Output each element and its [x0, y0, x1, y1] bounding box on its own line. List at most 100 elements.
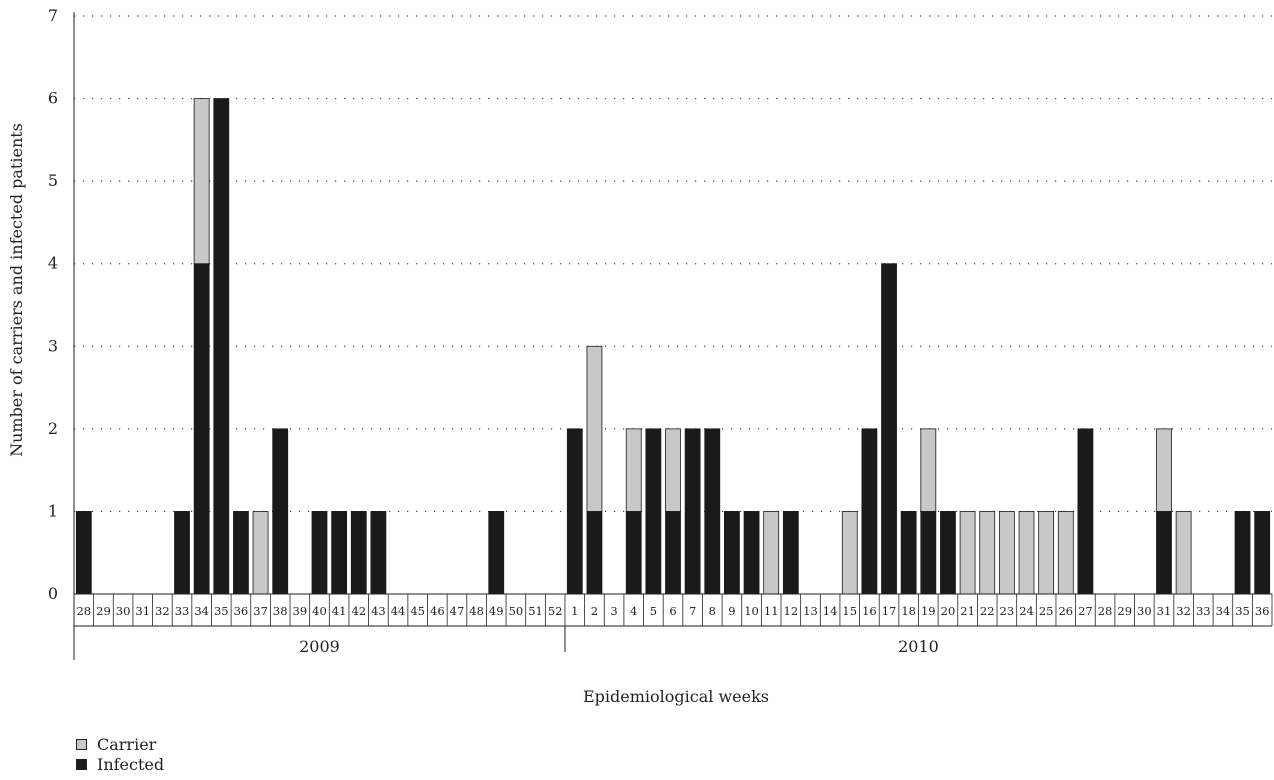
week-label: 52 [548, 604, 563, 618]
week-label: 33 [1196, 604, 1211, 618]
bar-carrier-36 [763, 511, 780, 595]
y-tick-label: 5 [48, 171, 58, 190]
legend-item-infected: Infected [76, 754, 164, 774]
y-axis-ticks: 0 1 2 3 4 5 6 7 [48, 6, 58, 603]
legend-label-carrier: Carrier [97, 734, 157, 754]
week-label: 1 [571, 604, 578, 618]
y-tick-label: 7 [48, 6, 58, 25]
bar-infected-15 [350, 511, 367, 595]
bar-infected-11 [272, 428, 289, 595]
bar-infected-13 [311, 511, 328, 595]
week-label: 30 [116, 604, 131, 618]
bar-carrier-40 [841, 511, 858, 595]
week-label: 30 [1137, 604, 1152, 618]
bar-infected-8 [213, 98, 230, 595]
week-label: 32 [1176, 604, 1191, 618]
bar-carrier-57 [1175, 511, 1192, 595]
legend-item-carrier: Carrier [76, 734, 164, 754]
week-label: 9 [728, 604, 735, 618]
week-label: 43 [371, 604, 386, 618]
week-label: 26 [1058, 604, 1073, 618]
y-axis-label: Number of carriers and infected patients [7, 123, 26, 457]
week-label: 5 [650, 604, 657, 618]
week-label: 18 [901, 604, 916, 618]
week-label: 10 [744, 604, 759, 618]
week-label: 22 [980, 604, 995, 618]
week-label: 29 [96, 604, 111, 618]
week-label: 51 [528, 604, 543, 618]
year-label-2010: 2010 [898, 637, 939, 656]
bar-infected-7 [193, 263, 210, 595]
bar-carrier-47 [979, 511, 996, 595]
bar-carrier-10 [252, 511, 269, 595]
bar-infected-45 [940, 511, 956, 595]
bar-infected-16 [370, 511, 387, 595]
week-label: 29 [1117, 604, 1132, 618]
bar-infected-9 [233, 511, 249, 595]
axes [73, 12, 1272, 660]
week-label: 8 [709, 604, 716, 618]
bar-carrier-7 [193, 98, 210, 265]
x-axis-week-labels: 28 29 30 31 32 33 34 35 36 37 38 39 40 41 42 43 44 45 46 47… [73, 594, 1273, 626]
y-tick-label: 4 [48, 254, 58, 273]
week-label: 4 [630, 604, 637, 618]
y-tick-label: 6 [48, 89, 58, 108]
week-label: 34 [1216, 604, 1231, 618]
bar-infected-52 [1077, 428, 1094, 595]
x-axis-label: Epidemiological weeks [583, 687, 769, 706]
bar-carrier-49 [1018, 511, 1035, 595]
week-label: 37 [253, 604, 268, 618]
week-label: 44 [391, 604, 406, 618]
week-label: 12 [784, 604, 799, 618]
week-label: 20 [941, 604, 956, 618]
bar-infected-56 [1156, 511, 1172, 595]
bar-infected-6 [174, 511, 190, 595]
bar-carrier-51 [1057, 511, 1074, 595]
week-label: 24 [1019, 604, 1034, 618]
week-label: 16 [862, 604, 877, 618]
bar-infected-22 [488, 511, 505, 595]
bar-carrier-56 [1156, 428, 1172, 512]
week-label: 42 [351, 604, 366, 618]
week-label: 46 [430, 604, 445, 618]
y-tick-label: 2 [48, 419, 58, 438]
week-label: 19 [921, 604, 936, 618]
week-label: 3 [610, 604, 617, 618]
week-label: 32 [155, 604, 170, 618]
week-label: 27 [1078, 604, 1093, 618]
x-axis-year-labels: 2009 2010 [299, 626, 939, 656]
bar-infected-43 [900, 511, 917, 595]
bar-infected-32 [684, 428, 701, 595]
week-label: 48 [469, 604, 484, 618]
week-label: 36 [1255, 604, 1270, 618]
week-label: 36 [234, 604, 249, 618]
bar-carrier-46 [959, 511, 976, 595]
week-label: 28 [1098, 604, 1113, 618]
bar-infected-29 [625, 511, 642, 595]
week-label: 33 [175, 604, 190, 618]
legend-swatch-carrier [76, 738, 87, 750]
week-label: 13 [803, 604, 818, 618]
bar-infected-33 [704, 428, 721, 595]
week-label: 35 [214, 604, 229, 618]
bar-carrier-27 [586, 345, 603, 512]
week-label: 2 [591, 604, 598, 618]
week-label: 6 [669, 604, 676, 618]
bar-infected-42 [881, 263, 897, 595]
bar-infected-41 [861, 428, 878, 595]
week-label: 28 [76, 604, 91, 618]
bar-infected-31 [665, 511, 681, 595]
week-label: 14 [823, 604, 838, 618]
week-label: 11 [764, 604, 779, 618]
y-tick-label: 3 [48, 336, 58, 355]
week-label: 25 [1039, 604, 1054, 618]
week-label: 15 [842, 604, 857, 618]
week-label: 23 [1000, 604, 1015, 618]
year-label-2009: 2009 [299, 637, 340, 656]
y-tick-label: 0 [48, 584, 58, 603]
week-label: 50 [509, 604, 524, 618]
bar-infected-27 [586, 511, 603, 595]
week-label: 47 [450, 604, 465, 618]
legend-swatch-infected [76, 758, 87, 770]
